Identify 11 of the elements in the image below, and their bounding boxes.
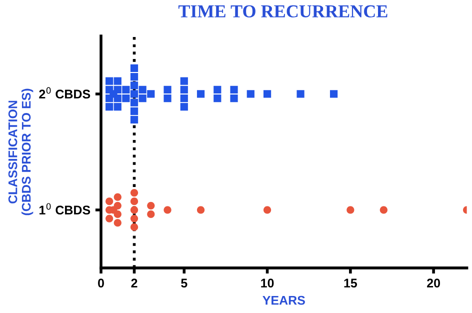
x-tick-label: 20 xyxy=(427,278,440,288)
x-axis-title: YEARS xyxy=(262,296,305,305)
y-axis-title: CLASSIFICATION (CBDS PRIOR TO ES) xyxy=(8,88,34,216)
y-tick-label: 2$^{0}$ CBDS xyxy=(39,87,90,99)
chart-title: TIME TO RECURRENCE xyxy=(178,5,388,18)
y-tick-label: 1$^{0}$ CBDS xyxy=(40,203,90,214)
x-tick-label: 2 xyxy=(131,278,138,288)
x-tick-label: 10 xyxy=(261,278,274,288)
x-tick-label: 15 xyxy=(344,278,358,288)
x-tick-label: 0 xyxy=(98,278,104,288)
x-tick-label: 5 xyxy=(181,278,188,288)
